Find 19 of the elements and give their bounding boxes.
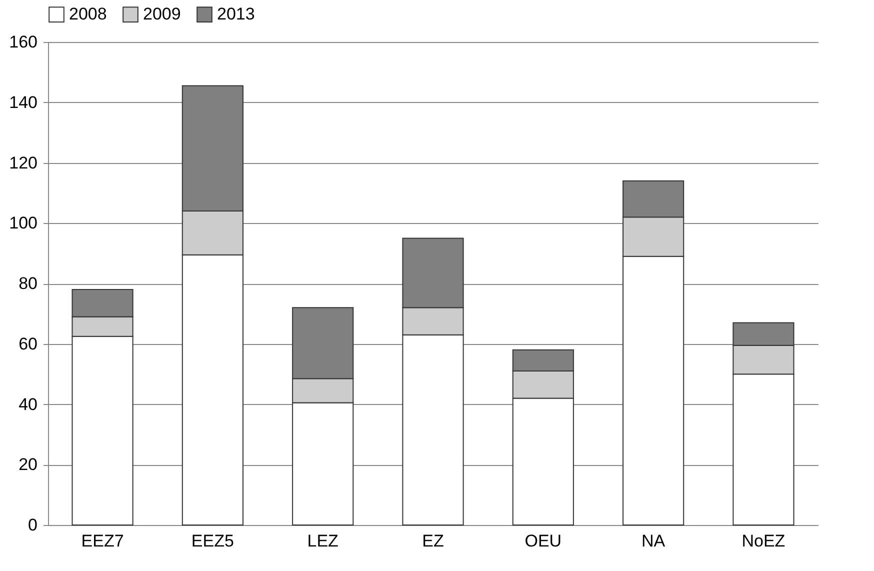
legend-label: 2008: [69, 4, 107, 24]
y-tick-label: 140: [9, 92, 38, 112]
x-tick-label: LEZ: [307, 532, 338, 550]
y-tick-label: 100: [9, 214, 38, 233]
legend-label: 2009: [143, 4, 181, 24]
x-tick-label: OEU: [524, 532, 562, 550]
x-tick-label: EZ: [422, 532, 444, 550]
y-tick-label: 60: [18, 334, 38, 354]
y-tick-label: 40: [18, 394, 38, 414]
y-tick-label: 80: [18, 274, 38, 293]
x-tick-label: EEZ7: [81, 532, 124, 550]
y-tick-label: 20: [18, 455, 38, 474]
x-tick-label: NoEZ: [742, 532, 786, 550]
x-tick-label: NA: [642, 532, 666, 550]
y-tick-label: 120: [9, 153, 38, 172]
x-tick-label: EEZ5: [191, 532, 234, 550]
y-tick-label: 0: [28, 516, 38, 534]
y-tick-label: 160: [9, 32, 38, 52]
legend-label: 2013: [217, 4, 255, 24]
